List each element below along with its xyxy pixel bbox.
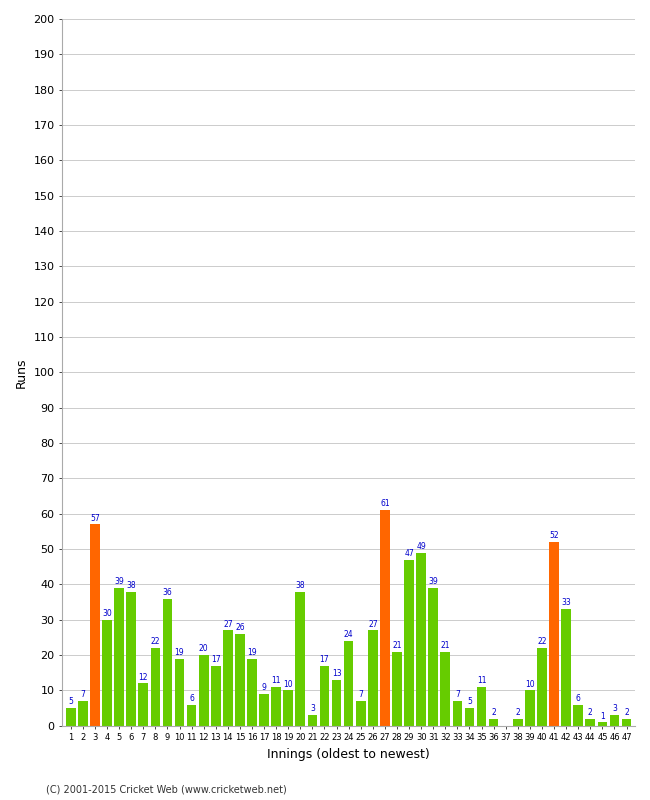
Bar <box>392 651 402 726</box>
Bar <box>114 588 124 726</box>
Bar <box>271 687 281 726</box>
Text: 11: 11 <box>272 676 281 685</box>
Text: 38: 38 <box>126 581 136 590</box>
Text: 38: 38 <box>296 581 305 590</box>
Text: 52: 52 <box>549 531 559 540</box>
Text: 2: 2 <box>491 708 496 717</box>
Bar <box>380 510 390 726</box>
Text: 9: 9 <box>262 683 266 692</box>
Text: 17: 17 <box>211 655 220 664</box>
Text: 10: 10 <box>525 680 535 689</box>
Bar <box>428 588 438 726</box>
Bar <box>476 687 486 726</box>
Text: 2: 2 <box>515 708 520 717</box>
Text: 19: 19 <box>175 648 185 657</box>
Bar <box>549 542 559 726</box>
Bar <box>441 651 450 726</box>
Bar <box>356 701 365 726</box>
Text: 13: 13 <box>332 669 341 678</box>
Bar <box>621 718 631 726</box>
Y-axis label: Runs: Runs <box>15 357 28 388</box>
Text: 20: 20 <box>199 644 209 654</box>
Bar <box>368 630 378 726</box>
Text: 19: 19 <box>247 648 257 657</box>
Bar <box>259 694 269 726</box>
Bar <box>344 641 354 726</box>
Bar <box>199 655 209 726</box>
Text: 47: 47 <box>404 549 414 558</box>
Text: 39: 39 <box>428 578 438 586</box>
Text: 49: 49 <box>416 542 426 551</box>
Text: 30: 30 <box>102 609 112 618</box>
Text: 61: 61 <box>380 499 390 509</box>
X-axis label: Innings (oldest to newest): Innings (oldest to newest) <box>267 748 430 761</box>
Bar <box>416 553 426 726</box>
Bar <box>573 705 583 726</box>
Text: (C) 2001-2015 Cricket Web (www.cricketweb.net): (C) 2001-2015 Cricket Web (www.cricketwe… <box>46 784 286 794</box>
Text: 33: 33 <box>561 598 571 607</box>
Text: 10: 10 <box>283 680 293 689</box>
Text: 2: 2 <box>624 708 629 717</box>
Text: 12: 12 <box>138 673 148 682</box>
Bar <box>404 560 414 726</box>
Text: 27: 27 <box>368 620 378 629</box>
Bar <box>90 524 99 726</box>
Bar <box>126 591 136 726</box>
Bar <box>235 634 245 726</box>
Text: 17: 17 <box>320 655 330 664</box>
Text: 39: 39 <box>114 578 124 586</box>
Text: 6: 6 <box>576 694 580 703</box>
Bar <box>162 598 172 726</box>
Bar <box>211 666 220 726</box>
Text: 2: 2 <box>588 708 593 717</box>
Bar <box>151 648 160 726</box>
Bar <box>223 630 233 726</box>
Text: 57: 57 <box>90 514 100 522</box>
Text: 6: 6 <box>189 694 194 703</box>
Text: 22: 22 <box>151 638 160 646</box>
Text: 24: 24 <box>344 630 354 639</box>
Bar <box>320 666 330 726</box>
Bar <box>610 715 619 726</box>
Bar <box>78 701 88 726</box>
Text: 5: 5 <box>467 698 472 706</box>
Text: 11: 11 <box>477 676 486 685</box>
Bar <box>187 705 196 726</box>
Bar <box>537 648 547 726</box>
Bar <box>296 591 305 726</box>
Text: 3: 3 <box>310 705 315 714</box>
Text: 7: 7 <box>81 690 85 699</box>
Bar <box>247 658 257 726</box>
Text: 7: 7 <box>358 690 363 699</box>
Bar <box>489 718 499 726</box>
Text: 36: 36 <box>162 588 172 597</box>
Bar <box>332 680 341 726</box>
Bar <box>597 722 607 726</box>
Text: 21: 21 <box>441 641 450 650</box>
Bar <box>525 690 535 726</box>
Bar <box>102 620 112 726</box>
Text: 5: 5 <box>68 698 73 706</box>
Bar <box>586 718 595 726</box>
Text: 27: 27 <box>223 620 233 629</box>
Bar <box>175 658 185 726</box>
Bar <box>307 715 317 726</box>
Text: 21: 21 <box>392 641 402 650</box>
Text: 3: 3 <box>612 705 617 714</box>
Text: 7: 7 <box>455 690 460 699</box>
Text: 22: 22 <box>537 638 547 646</box>
Bar <box>562 609 571 726</box>
Text: 1: 1 <box>600 711 604 721</box>
Bar <box>283 690 293 726</box>
Bar <box>452 701 462 726</box>
Text: 26: 26 <box>235 623 245 632</box>
Bar <box>138 683 148 726</box>
Bar <box>66 708 75 726</box>
Bar <box>465 708 474 726</box>
Bar <box>513 718 523 726</box>
